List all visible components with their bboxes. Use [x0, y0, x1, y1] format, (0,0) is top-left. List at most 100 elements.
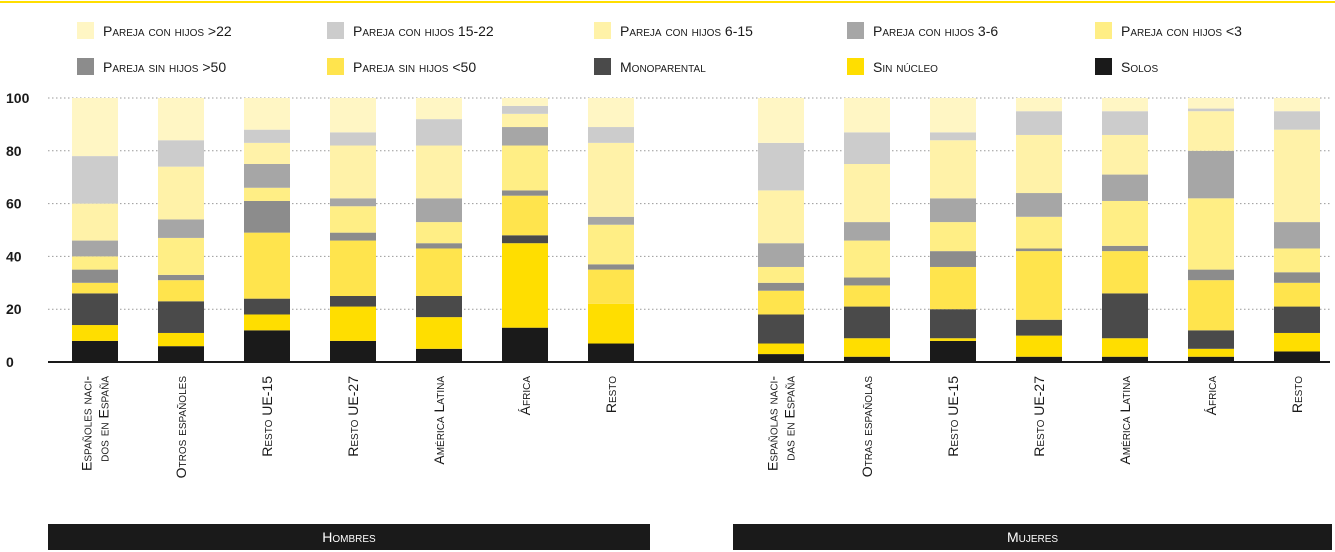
bar-segment-con_menor3 — [244, 187, 290, 201]
bar-segment-con_15_22 — [588, 127, 634, 143]
bar-segment-monoparental — [158, 301, 204, 333]
legend-label-con_3_6: Pareja con hijos 3-6 — [873, 23, 998, 39]
bar-segment-con_15_22 — [930, 132, 976, 141]
y-tick-label: 20 — [6, 301, 22, 317]
legend-swatch-con_6_15 — [594, 22, 611, 39]
bar-segment-monoparental — [1016, 319, 1062, 336]
bar-segment-con_menor3 — [330, 206, 376, 233]
bar-segment-sin_menor50 — [330, 240, 376, 296]
bar-segment-sin_menor50 — [416, 248, 462, 296]
category-label: África — [517, 376, 533, 416]
bar-segment-con_15_22 — [502, 105, 548, 114]
y-tick-label: 100 — [6, 90, 30, 106]
bar-segment-con_6_15 — [416, 145, 462, 199]
legend-label-con_mayor22: Pareja con hijos >22 — [103, 23, 232, 39]
bar-segment-con_3_6 — [930, 198, 976, 223]
bar-segment-monoparental — [758, 314, 804, 344]
bar-segment-con_3_6 — [330, 198, 376, 207]
bar-segment-sin_nucleo — [244, 314, 290, 331]
bar-segment-solos — [158, 346, 204, 362]
bar-segment-monoparental — [72, 293, 118, 326]
bar-segment-con_15_22 — [844, 132, 890, 164]
bar-segment-con_mayor22 — [1016, 98, 1062, 112]
bar-segment-con_3_6 — [844, 222, 890, 241]
bar-segment-con_15_22 — [330, 132, 376, 146]
bar-segment-con_mayor22 — [758, 98, 804, 143]
bar-segment-con_15_22 — [1274, 111, 1320, 130]
bar-segment-con_mayor22 — [1102, 98, 1148, 112]
bar-segment-con_6_15 — [844, 164, 890, 223]
bar-segment-con_6_15 — [1016, 134, 1062, 194]
bar-segment-con_15_22 — [758, 142, 804, 191]
legend: Pareja con hijos >22 Pareja con hijos 15-… — [77, 22, 1242, 75]
bar-segment-monoparental — [1188, 330, 1234, 349]
bar-segment-con_menor3 — [1102, 200, 1148, 246]
bar-segment-solos — [758, 354, 804, 362]
bar-segment-sin_menor50 — [158, 280, 204, 302]
bar-segment-con_mayor22 — [1188, 98, 1234, 109]
panel-bar — [48, 524, 650, 550]
legend-label-sin_mayor50: Pareja sin hijos >50 — [103, 59, 226, 75]
bar-segment-con_3_6 — [244, 164, 290, 188]
bar-segment-con_mayor22 — [72, 98, 118, 157]
category-label: Españolas naci- — [765, 376, 781, 471]
legend-swatch-con_3_6 — [847, 22, 864, 39]
bar-segment-solos — [502, 327, 548, 362]
bar-segment-sin_menor50 — [1274, 282, 1320, 307]
bar-segment-sin_mayor50 — [1102, 245, 1148, 252]
bar-segment-sin_nucleo — [72, 325, 118, 341]
bar-segment-monoparental — [844, 306, 890, 339]
bar-segment-con_menor3 — [1188, 198, 1234, 270]
bar-segment-sin_menor50 — [1016, 251, 1062, 320]
category-label: América Latina — [431, 376, 447, 465]
bar-segment-sin_mayor50 — [244, 200, 290, 233]
legend-swatch-sin_mayor50 — [77, 58, 94, 75]
bar-segment-sin_menor50 — [72, 282, 118, 294]
bar-segment-sin_menor50 — [1188, 280, 1234, 331]
panel-label: Hombres — [322, 529, 376, 545]
bar-segment-sin_menor50 — [758, 290, 804, 315]
bar-segment-con_6_15 — [758, 190, 804, 244]
bar-segment-solos — [930, 340, 976, 362]
bar-segment-solos — [330, 340, 376, 362]
bar-segment-con_3_6 — [588, 216, 634, 225]
bar-segment-con_3_6 — [416, 198, 462, 223]
bar-segment-con_menor3 — [72, 256, 118, 270]
panel-bar — [733, 524, 1332, 550]
bar-segment-con_15_22 — [1016, 111, 1062, 135]
bar-segment-con_menor3 — [930, 222, 976, 252]
bar-segment-con_3_6 — [1188, 150, 1234, 199]
bar-segment-sin_nucleo — [158, 332, 204, 347]
bar-segment-sin_menor50 — [502, 195, 548, 236]
category-label: Resto — [1289, 376, 1305, 413]
bar-segment-sin_nucleo — [330, 306, 376, 341]
panel-label: Mujeres — [1007, 529, 1058, 545]
legend-swatch-sin_menor50 — [327, 58, 344, 75]
legend-swatch-monoparental — [594, 58, 611, 75]
bar-segment-con_15_22 — [158, 140, 204, 167]
bar-segment-sin_mayor50 — [588, 264, 634, 270]
bar-segment-con_6_15 — [330, 145, 376, 199]
bar-segment-monoparental — [1102, 293, 1148, 339]
bar-segment-sin_nucleo — [844, 338, 890, 357]
bar-segment-con_15_22 — [1188, 108, 1234, 112]
bar-segment-solos — [244, 330, 290, 362]
bar-segment-monoparental — [244, 298, 290, 315]
bar-segment-monoparental — [416, 296, 462, 318]
bar-segment-con_3_6 — [1102, 174, 1148, 201]
legend-label-sin_menor50: Pareja sin hijos <50 — [353, 59, 476, 75]
bar-segment-sin_mayor50 — [844, 277, 890, 286]
bar-segment-con_3_6 — [72, 240, 118, 257]
bar-segment-sin_menor50 — [588, 269, 634, 304]
bar-segment-monoparental — [502, 235, 548, 244]
bar-segment-con_6_15 — [930, 140, 976, 199]
bar-segment-sin_nucleo — [1274, 332, 1320, 352]
category-label: África — [1203, 376, 1219, 416]
legend-label-sin_nucleo: Sin núcleo — [873, 59, 938, 75]
bar-segment-sin_nucleo — [416, 317, 462, 349]
bar-segment-con_6_15 — [502, 113, 548, 128]
y-tick-label: 60 — [6, 196, 22, 212]
legend-label-solos: Solos — [1121, 59, 1158, 75]
bar-segment-con_15_22 — [244, 129, 290, 143]
